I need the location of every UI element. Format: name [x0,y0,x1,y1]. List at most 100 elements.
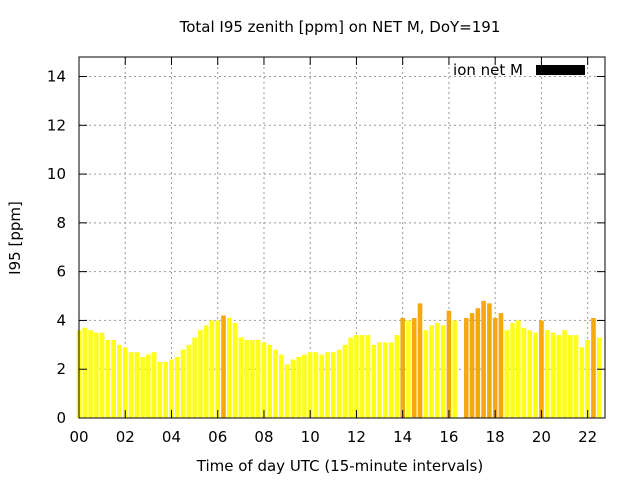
bar [452,320,458,418]
bar [585,339,590,418]
bar [261,342,267,418]
bar [446,310,452,418]
bar [568,335,573,418]
bar [122,347,128,418]
x-tick-label: 00 [69,428,88,446]
bar [82,327,88,418]
bar [140,357,145,418]
bar [94,332,99,418]
y-tick-label: 14 [47,68,66,86]
y-tick-label: 6 [56,263,66,281]
x-tick-label: 06 [208,428,227,446]
bar [533,332,538,418]
bar [539,320,544,418]
bar [221,315,226,418]
bar [469,313,475,418]
bar [174,357,180,418]
bar [163,361,169,418]
bar [359,335,365,418]
bar [111,339,116,418]
bar [215,320,221,418]
bar [417,303,423,418]
bar [99,332,105,418]
bar [510,322,515,418]
y-tick-label: 0 [56,409,66,427]
bar [192,337,197,418]
legend: ion net M [453,61,585,79]
bar [527,330,533,418]
bar [296,357,301,418]
bar [157,361,163,418]
x-tick-label: 02 [116,428,135,446]
y-tick-label: 10 [47,165,66,183]
bar [128,352,134,418]
bar [504,330,510,418]
bar [487,303,492,418]
bar [134,352,140,418]
x-tick-label: 10 [301,428,320,446]
x-tick-label: 18 [486,428,505,446]
bar [348,337,353,418]
bar [226,317,232,418]
x-tick-label: 22 [578,428,597,446]
bar [250,339,255,418]
bar [342,344,348,418]
plot-frame [78,56,606,419]
bar [429,325,434,418]
bar [117,344,122,418]
chart-title: Total I95 zenith [ppm] on NET M, DoY=191 [179,18,501,36]
x-tick-label: 14 [393,428,412,446]
bar [169,359,174,418]
bar [186,344,192,418]
bar [238,337,244,418]
x-axis-label: Time of day UTC (15-minute intervals) [196,457,483,475]
bar [400,317,406,418]
bar [278,354,284,418]
bars [76,300,602,418]
bar [556,335,562,418]
bar [579,347,585,418]
y-tick-label: 12 [47,116,66,134]
legend-label: ion net M [453,61,523,79]
x-tick-label: 04 [162,428,181,446]
bar [435,322,440,418]
bar [573,335,579,418]
bar [383,342,388,418]
bar [440,325,446,418]
bar [319,354,325,418]
bar [354,335,359,418]
bar [105,339,111,418]
bar [596,337,602,418]
bar [411,317,417,418]
bar [273,349,278,418]
bar [498,313,504,418]
x-tick-label: 16 [439,428,458,446]
bar [521,327,527,418]
bar [151,352,157,418]
bar [481,300,486,418]
x-tick-label: 12 [347,428,366,446]
bar [544,330,550,418]
bar [284,364,290,418]
bar [591,317,596,418]
bar [550,332,556,418]
bar [475,308,481,418]
bar [180,349,186,418]
bar [515,320,521,418]
bar [302,354,307,418]
bar [307,352,313,418]
bar [290,359,296,418]
bar [325,352,330,418]
bar [463,317,469,418]
bar [388,342,394,418]
bar [146,354,151,418]
x-tick-label: 20 [532,428,551,446]
bar [562,330,567,418]
bar [267,344,273,418]
bar [232,322,238,418]
bar [394,335,400,418]
y-tick-label: 8 [56,214,66,232]
bar [371,344,377,418]
